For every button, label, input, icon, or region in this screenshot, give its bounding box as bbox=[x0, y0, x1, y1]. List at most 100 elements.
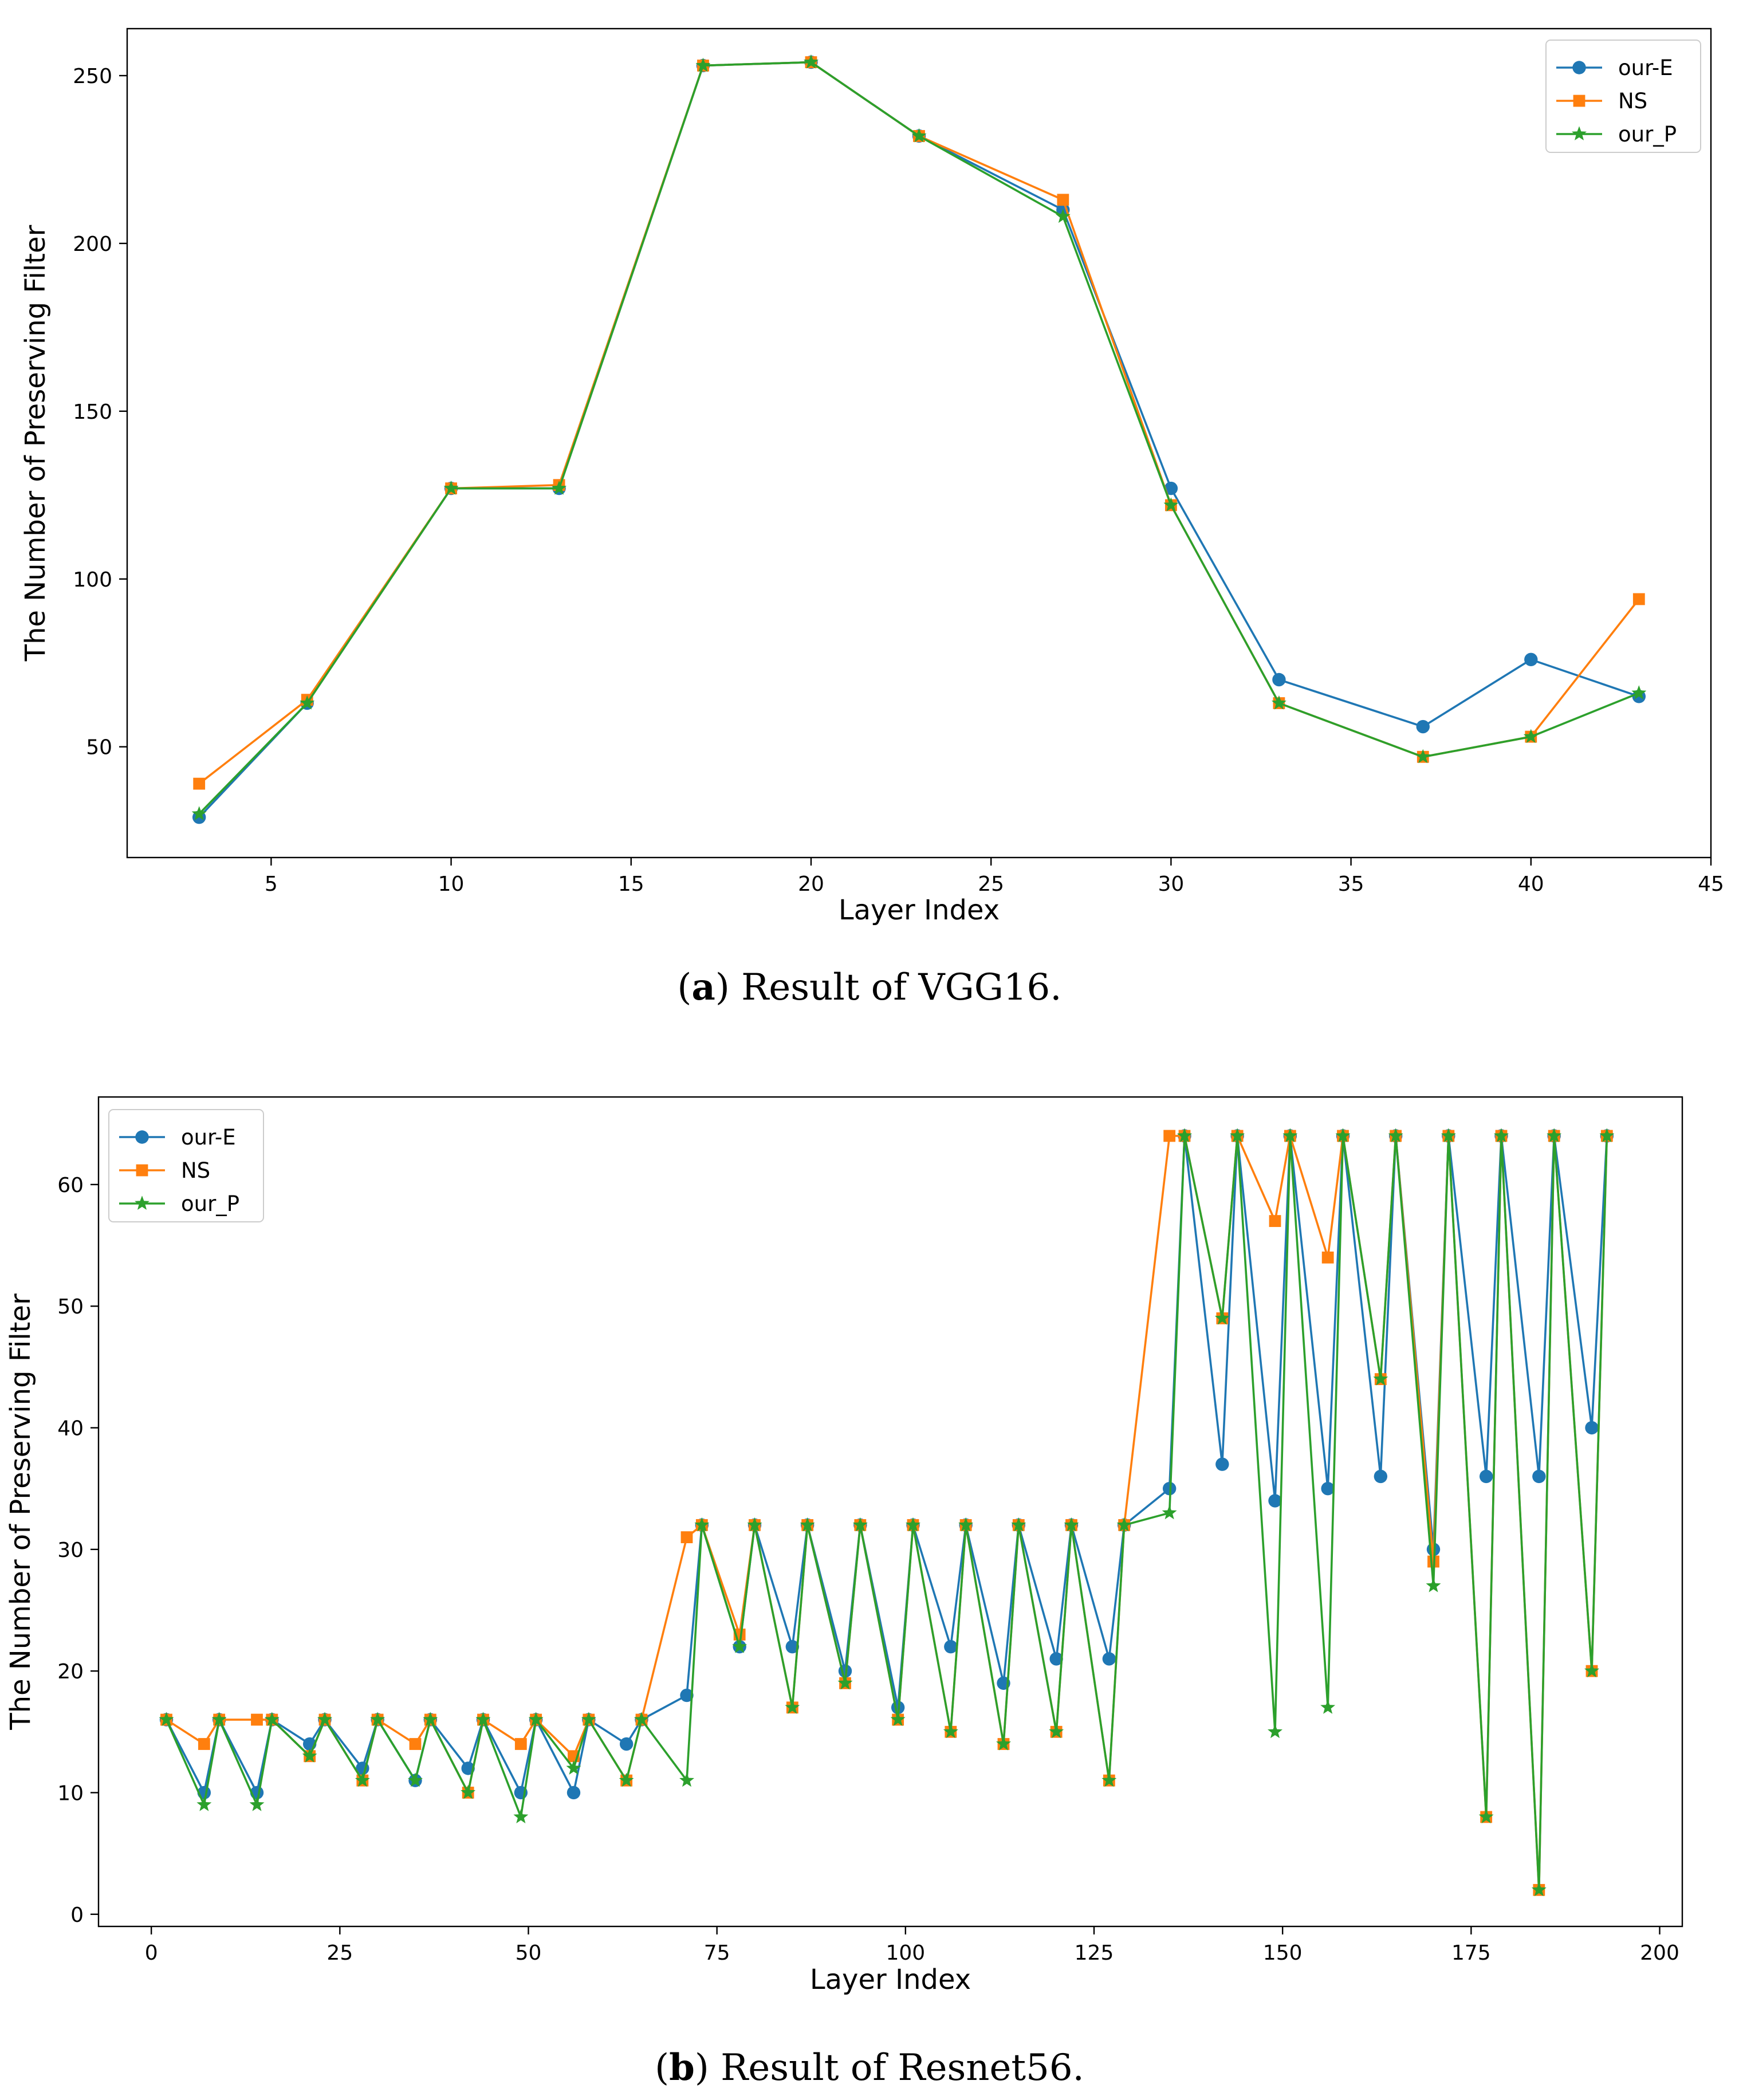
resnet56-point-our-E bbox=[1102, 1652, 1116, 1666]
resnet56-point-our_P bbox=[1373, 1371, 1388, 1386]
resnet56-legend: our-E NS our_P bbox=[108, 1109, 264, 1222]
resnet56-point-our_P bbox=[513, 1809, 529, 1823]
vgg16-legend-marker-our-E bbox=[1572, 61, 1586, 74]
resnet56-point-our_P bbox=[1049, 1724, 1064, 1739]
resnet56-x-tick-label: 175 bbox=[1451, 1941, 1491, 1965]
resnet56-point-NS bbox=[198, 1738, 210, 1750]
vgg16-point-our-E bbox=[1164, 481, 1178, 495]
resnet56-x-tick-label: 100 bbox=[886, 1941, 925, 1965]
resnet56-point-our_P bbox=[249, 1797, 265, 1811]
resnet56-y-tick-label: 60 bbox=[57, 1174, 84, 1197]
resnet56-point-our_P bbox=[264, 1712, 280, 1727]
resnet56-point-our-E bbox=[785, 1639, 800, 1654]
resnet56-point-our_P bbox=[1214, 1310, 1230, 1325]
resnet56-point-our-E bbox=[1374, 1469, 1388, 1484]
resnet56-point-our_P bbox=[747, 1517, 762, 1532]
resnet56-point-our_P bbox=[461, 1784, 476, 1799]
vgg16-point-our_P bbox=[1523, 729, 1539, 744]
resnet56-point-NS bbox=[251, 1713, 263, 1726]
vgg16-legend: our-E NS our_P bbox=[1545, 40, 1701, 153]
resnet56-point-our-E bbox=[1479, 1469, 1493, 1484]
resnet56-point-our_P bbox=[800, 1517, 815, 1532]
resnet56-y-axis-title: The Number of Preserving Filter bbox=[5, 1293, 37, 1731]
vgg16-x-tick-label: 10 bbox=[438, 872, 465, 896]
vgg16-y-axis-title: The Number of Preserving Filter bbox=[19, 225, 52, 662]
resnet56-x-axis-title: Layer Index bbox=[810, 1964, 971, 1996]
resnet56-point-our_P bbox=[1064, 1517, 1079, 1532]
vgg16-legend-entry-our-E: our-E bbox=[1556, 56, 1673, 80]
vgg16-point-our_P bbox=[1163, 497, 1179, 512]
resnet56-point-our_P bbox=[1162, 1505, 1177, 1520]
resnet56-point-our_P bbox=[1320, 1700, 1336, 1714]
vgg16-point-our_P bbox=[1271, 695, 1286, 710]
vgg16-x-tick-label: 35 bbox=[1338, 872, 1364, 896]
resnet56-legend-label-our-E: our-E bbox=[181, 1125, 236, 1150]
vgg16-legend-label-our-E: our-E bbox=[1618, 56, 1673, 80]
vgg16-legend-marker-our_P bbox=[1572, 126, 1587, 140]
resnet56-point-our_P bbox=[1116, 1517, 1132, 1532]
resnet56-point-our_P bbox=[370, 1712, 385, 1727]
vgg16-series-our_P bbox=[191, 54, 1647, 820]
resnet56-point-our-E bbox=[566, 1786, 581, 1800]
vgg16-y-tick-label: 150 bbox=[73, 400, 112, 424]
resnet56-x-tick-label: 75 bbox=[704, 1941, 730, 1965]
resnet56-legend-entry-our_P: our_P bbox=[119, 1191, 239, 1216]
resnet56-legend-entry-NS: NS bbox=[119, 1158, 210, 1183]
resnet56-point-our_P bbox=[211, 1712, 227, 1727]
vgg16-point-NS bbox=[1057, 194, 1069, 206]
resnet56-point-our_P bbox=[1388, 1128, 1403, 1142]
resnet56-y-tick-label: 40 bbox=[57, 1417, 84, 1441]
resnet56-point-NS bbox=[1163, 1130, 1176, 1142]
resnet56-point-our_P bbox=[1177, 1128, 1192, 1142]
vgg16-point-our_P bbox=[191, 806, 207, 820]
resnet56-point-NS bbox=[514, 1738, 527, 1750]
resnet56-point-our_P bbox=[1282, 1128, 1298, 1142]
resnet56-legend-marker-NS bbox=[136, 1164, 148, 1177]
resnet56-point-our_P bbox=[317, 1712, 332, 1727]
vgg16-point-our_P bbox=[552, 480, 567, 495]
resnet56-point-our_P bbox=[159, 1712, 174, 1727]
vgg16-legend-entry-our_P: our_P bbox=[1556, 122, 1677, 147]
caption-resnet56-label: b bbox=[669, 2046, 695, 2089]
resnet56-point-our_P bbox=[837, 1675, 853, 1690]
resnet56-point-our_P bbox=[1268, 1724, 1282, 1739]
vgg16-legend-entry-NS: NS bbox=[1556, 89, 1647, 113]
vgg16-x-tick-label: 45 bbox=[1698, 872, 1724, 896]
resnet56-x-tick-label: 0 bbox=[145, 1941, 158, 1965]
resnet56-point-our_P bbox=[785, 1700, 800, 1714]
resnet56-legend-marker-our_P bbox=[135, 1195, 149, 1210]
resnet56-point-our_P bbox=[1478, 1809, 1494, 1823]
vgg16-point-our_P bbox=[911, 128, 927, 143]
resnet56-point-our_P bbox=[694, 1517, 710, 1532]
resnet56-point-our_P bbox=[732, 1639, 747, 1653]
vgg16-y-tick-label: 200 bbox=[73, 233, 112, 256]
vgg16-plot-frame bbox=[126, 27, 1712, 859]
resnet56-point-our_P bbox=[1101, 1772, 1117, 1787]
vgg16-x-tick-label: 15 bbox=[618, 872, 644, 896]
caption-vgg16-text: ) Result of VGG16. bbox=[715, 966, 1062, 1009]
vgg16-y-tick-label: 100 bbox=[73, 568, 112, 592]
resnet56-y-tick-label: 10 bbox=[57, 1782, 84, 1805]
resnet56-legend-marker-our-E bbox=[135, 1130, 149, 1144]
resnet56-point-our_P bbox=[619, 1772, 634, 1787]
resnet56-y-tick-label: 0 bbox=[70, 1904, 84, 1927]
resnet56-point-our-E bbox=[1049, 1652, 1063, 1666]
vgg16-point-our_P bbox=[1055, 209, 1071, 223]
resnet56-point-our-E bbox=[1532, 1469, 1546, 1484]
vgg16-x-tick-label: 20 bbox=[798, 872, 824, 896]
resnet56-y-tick-label: 50 bbox=[57, 1295, 84, 1319]
resnet56-point-our_P bbox=[890, 1712, 906, 1727]
vgg16-point-our-E bbox=[1416, 719, 1430, 734]
caption-resnet56: (b) Result of Resnet56. bbox=[655, 2046, 1084, 2089]
resnet56-legend-label-our_P: our_P bbox=[181, 1191, 239, 1216]
resnet56-series-our-E bbox=[159, 1129, 1614, 1800]
vgg16-x-tick-label: 5 bbox=[265, 872, 278, 896]
resnet56-point-our_P bbox=[566, 1760, 581, 1775]
resnet56-point-our-E bbox=[1215, 1457, 1229, 1471]
resnet56-y-tick-label: 20 bbox=[57, 1660, 84, 1684]
resnet56-point-our-E bbox=[680, 1688, 694, 1702]
vgg16-point-our_P bbox=[695, 57, 711, 72]
resnet56-point-our_P bbox=[408, 1772, 423, 1787]
resnet56-point-our_P bbox=[679, 1772, 694, 1787]
resnet56-point-our_P bbox=[1494, 1128, 1509, 1142]
